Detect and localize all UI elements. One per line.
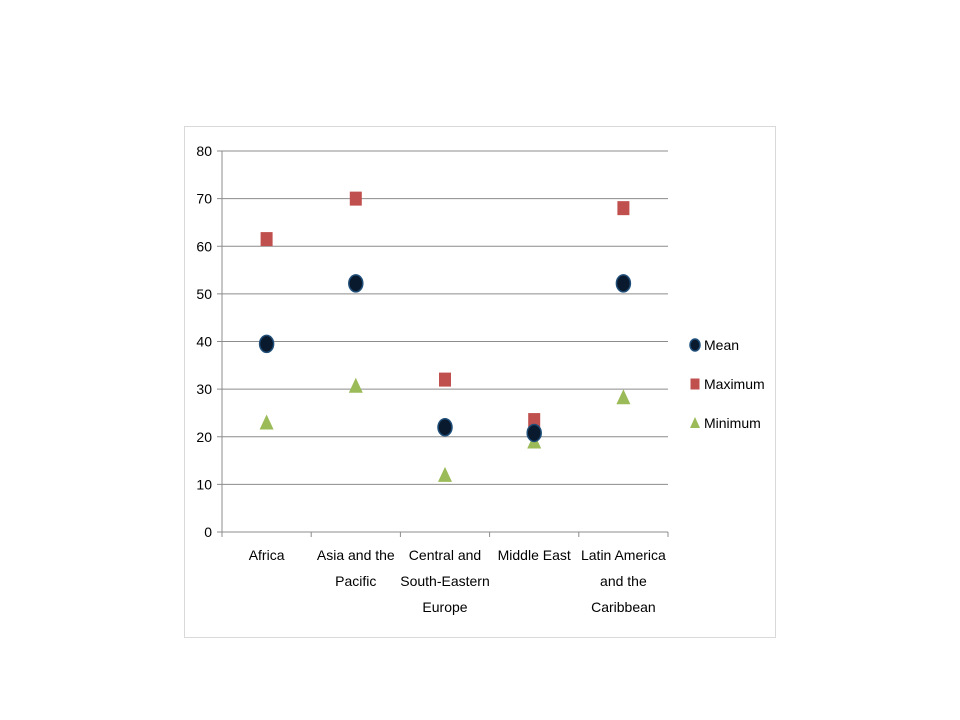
- gridlines: [222, 150, 668, 485]
- mean-marker: [258, 334, 275, 354]
- y-tick-label: 30: [196, 381, 212, 397]
- data-markers: [258, 191, 632, 482]
- minimum-marker: [259, 414, 274, 430]
- minimum-marker: [616, 389, 631, 405]
- maximum-marker: [349, 191, 362, 206]
- maximum-marker: [439, 372, 451, 387]
- minimum-marker: [348, 377, 363, 393]
- legend-item-maximum: Maximum: [690, 376, 765, 392]
- minimum-marker: [438, 466, 452, 482]
- legend-label: Mean: [704, 337, 739, 353]
- legend-item-mean: Mean: [689, 337, 739, 353]
- legend-label: Minimum: [704, 415, 761, 431]
- x-category-label: Central and South-Eastern Europe: [400, 547, 490, 615]
- legend-label: Maximum: [704, 376, 765, 392]
- x-category-label: Latin America and the Caribbean: [581, 547, 666, 615]
- axes: [217, 150, 669, 537]
- legend-minimum-marker: [690, 417, 700, 428]
- y-tick-label: 0: [204, 524, 212, 540]
- maximum-marker: [260, 232, 273, 247]
- x-category-label: Asia and the Pacific: [317, 547, 395, 589]
- mean-marker: [348, 274, 364, 293]
- mean-marker: [615, 274, 632, 293]
- legend-maximum-marker: [690, 378, 700, 390]
- y-tick-label: 70: [196, 191, 212, 207]
- x-category-label: Africa: [249, 547, 285, 563]
- legend-item-minimum: Minimum: [690, 415, 761, 431]
- y-tick-label: 20: [196, 429, 212, 445]
- y-tick-label: 40: [196, 334, 212, 350]
- y-tick-labels: 0 10 20 30 40 50 60 70 80: [196, 143, 212, 540]
- y-tick-label: 80: [196, 143, 212, 159]
- legend-mean-marker: [689, 338, 701, 352]
- maximum-marker: [617, 201, 630, 216]
- legend: Mean Maximum Minimum: [689, 337, 765, 431]
- x-category-label: Middle East: [498, 547, 571, 563]
- mean-marker: [437, 417, 453, 437]
- y-tick-label: 60: [196, 238, 212, 254]
- y-tick-label: 50: [196, 286, 212, 302]
- y-tick-label: 10: [196, 476, 212, 492]
- mean-marker: [526, 423, 542, 443]
- maximum-marker: [528, 413, 541, 428]
- scatter-chart: 0 10 20 30 40 50 60 70 80 Africa Asia and the Paci…: [196, 143, 765, 615]
- chart-frame: 0 10 20 30 40 50 60 70 80 Africa Asia and the Paci…: [184, 126, 776, 638]
